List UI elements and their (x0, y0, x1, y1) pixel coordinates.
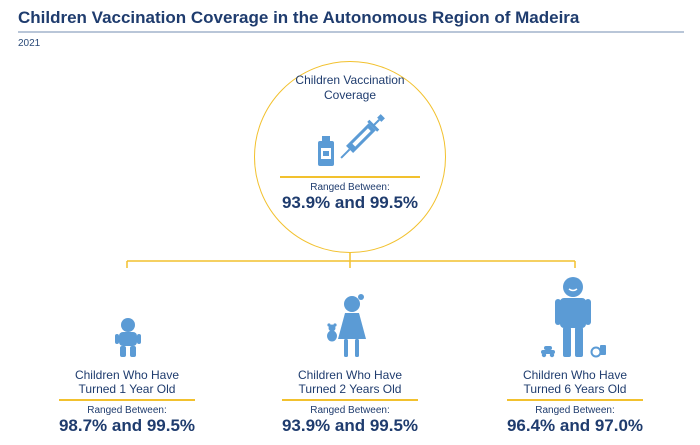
overall-range-label: Ranged Between: (310, 182, 390, 193)
group-1-range-label: Ranged Between: (87, 405, 167, 416)
group-1-range-value: 98.7% and 99.5% (58, 416, 196, 435)
overall-label-line1: Children Vaccination (295, 73, 405, 87)
overall-divider (280, 176, 420, 178)
page-title: Children Vaccination Coverage in the Aut… (18, 8, 580, 27)
title-divider (18, 31, 684, 33)
vaccination-icons (318, 114, 385, 166)
girl-with-teddy-icon (327, 294, 366, 357)
overall-coverage-circle (254, 61, 446, 253)
group-1-label-line1: Children Who Have (74, 368, 180, 382)
group-2-label: Children Who Have Turned 2 Years Old (260, 368, 440, 396)
group-3-divider (507, 399, 643, 401)
group-3-label-line1: Children Who Have (522, 368, 628, 382)
group-2-divider (282, 399, 418, 401)
group-2-range-label: Ranged Between: (310, 405, 390, 416)
year-label: 2021 (18, 38, 41, 49)
group-1-label: Children Who Have Turned 1 Year Old (37, 368, 217, 396)
group-3-label-line2: Turned 6 Years Old (523, 382, 627, 396)
group-3-range-value: 96.4% and 97.0% (506, 416, 644, 435)
group-3-label: Children Who Have Turned 6 Years Old (485, 368, 665, 396)
baby-icon (115, 318, 141, 357)
syringe-icon (340, 114, 385, 159)
group-2-range-value: 93.9% and 99.5% (281, 416, 419, 435)
overall-coverage-label: Children Vaccination Coverage (265, 73, 435, 103)
group-1-divider (59, 399, 195, 401)
vaccine-vial-icon (318, 136, 334, 166)
group-3-range-label: Ranged Between: (535, 405, 615, 416)
overall-label-line2: Coverage (323, 88, 377, 102)
group-2-label-line2: Turned 2 Years Old (298, 382, 402, 396)
group-2-label-line1: Children Who Have (297, 368, 403, 382)
boy-with-toys-icon (541, 277, 606, 358)
group-1-label-line2: Turned 1 Year Old (78, 382, 176, 396)
overall-range-value: 93.9% and 99.5% (281, 193, 419, 212)
